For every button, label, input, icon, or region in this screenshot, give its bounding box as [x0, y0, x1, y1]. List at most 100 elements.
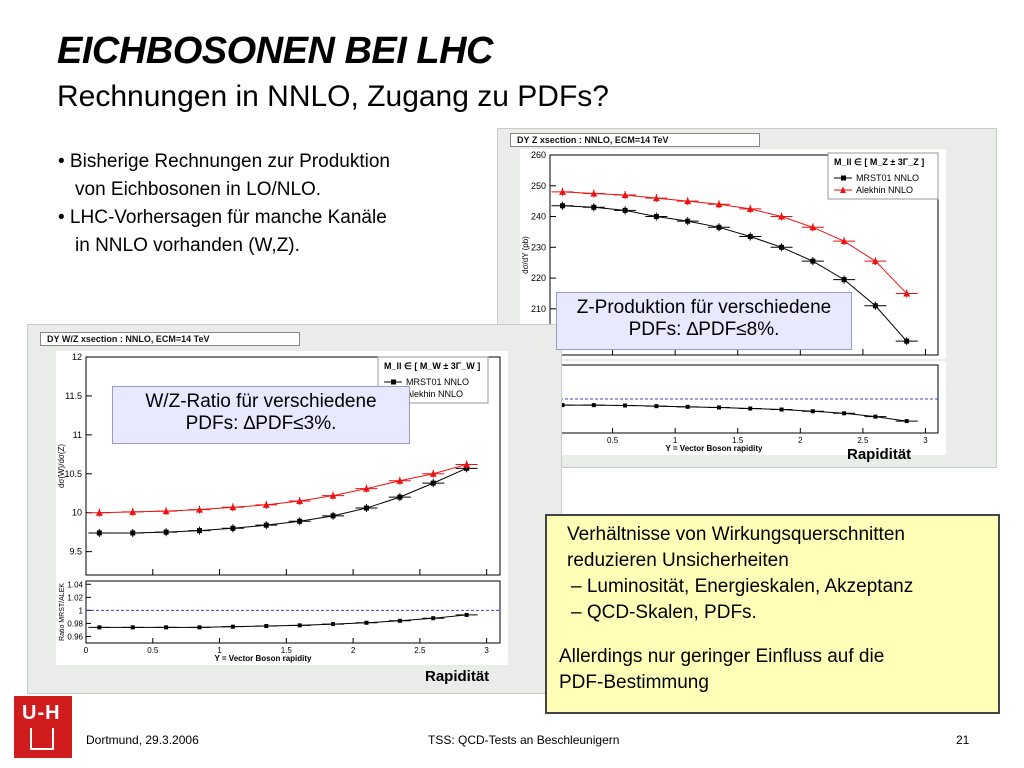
wz-callout-line1: W/Z-Ratio für verschiedene [145, 391, 377, 412]
ratio-y-tick-label: 1.02 [67, 593, 83, 602]
y-tick-label: 220 [531, 273, 546, 283]
data-point [871, 257, 879, 265]
ratio-point [716, 405, 721, 410]
ratio-axis-label: Ratio MRST/ALEK [59, 583, 66, 641]
y-tick-label: 210 [531, 304, 546, 314]
footer-date: Dortmund, 29.3.2006 [86, 733, 199, 747]
ratio-y-tick-label: 1.04 [67, 580, 83, 589]
wz-ratio-plot: DY W/Z xsection : NNLO, ECM=14 TeV 9.5 10… [27, 324, 562, 694]
data-point [716, 224, 722, 230]
data-point [330, 513, 336, 519]
ratio-point [685, 404, 690, 409]
ratio-point [779, 407, 784, 412]
ratio-point [560, 403, 565, 408]
data-point [622, 207, 628, 213]
data-point [363, 505, 369, 511]
data-point [130, 530, 136, 536]
data-point [621, 191, 629, 198]
x-tick-label: 0.5 [607, 436, 619, 445]
ratio-point [397, 618, 402, 623]
ratio-point [164, 625, 169, 630]
summary-line-1: Verhältnisse von Wirkungsquerschnitten [567, 524, 905, 545]
x-tick-label: 2 [351, 646, 356, 655]
legend-marker [841, 175, 846, 181]
data-point [685, 218, 691, 224]
bullet-list: • Bisherige Rechnungen zur Produktion vo… [58, 148, 390, 260]
data-point [96, 530, 102, 536]
x-tick-label: 0.5 [147, 646, 159, 655]
data-point [591, 204, 597, 210]
summary-line-6: PDF-Bestimmung [559, 672, 709, 693]
data-point [329, 492, 337, 499]
wz-callout: W/Z-Ratio für verschiedene PDFs: ∆PDF≤3%… [112, 386, 410, 444]
data-point [197, 528, 203, 534]
legend-marker [391, 379, 396, 385]
data-point [297, 518, 303, 524]
data-point [904, 338, 910, 344]
y-tick-label: 12 [72, 352, 82, 362]
legend-title: M_ll ∈ [ M_Z ± 3Γ_Z ] [834, 157, 924, 167]
ratio-point [748, 406, 753, 411]
ratio-point [904, 419, 909, 424]
data-point [778, 213, 786, 220]
y-axis-label: dσ/dY (pb) [521, 236, 530, 274]
summary-box: Verhältnisse von Wirkungsquerschnitten r… [545, 514, 1000, 714]
x-tick-label: 2.5 [414, 646, 426, 655]
ratio-point [873, 414, 878, 419]
ratio-point [230, 624, 235, 629]
z-callout-line1: Z-Produktion für verschiedene [576, 297, 832, 318]
data-point [230, 525, 236, 531]
legend-marker [840, 186, 846, 193]
y-axis-label: dσ(W)/dσ(Z) [57, 444, 66, 488]
bullet-2: • LHC-Vorhersagen für manche Kanäle [58, 207, 387, 228]
data-point [747, 234, 753, 240]
z-plot-header: DY Z xsection : NNLO, ECM=14 TeV [510, 133, 760, 147]
x-axis-label: Y = Vector Boson rapidity [666, 444, 764, 453]
x-tick-label: 1.5 [732, 436, 744, 445]
legend-entry: Alekhin NNLO [856, 185, 913, 195]
data-point [296, 497, 304, 505]
ratio-frame [85, 580, 501, 644]
data-point [229, 503, 237, 511]
ratio-point [97, 625, 102, 630]
legend-entry: Alekhin NNLO [406, 389, 463, 399]
ratio-y-tick-label: 0.98 [67, 619, 83, 628]
y-tick-label: 10.5 [64, 469, 82, 479]
wz-callout-line2: PDFs: ∆PDF≤3%. [185, 413, 337, 434]
data-point [903, 289, 911, 297]
data-point [196, 506, 204, 513]
slide-subtitle: Rechnungen in NNLO, Zugang zu PDFs? [57, 80, 609, 113]
ratio-pad [56, 577, 508, 665]
data-point [809, 223, 817, 231]
ratio-point [842, 411, 847, 416]
y-tick-label: 9.5 [69, 547, 82, 557]
rapiditaet-label-z: Rapidität [847, 446, 912, 463]
data-point [429, 470, 437, 477]
z-xsection-plot: DY Z xsection : NNLO, ECM=14 TeV 2002102… [497, 128, 997, 468]
data-point [841, 277, 847, 283]
ratio-y-tick-label: 1 [79, 606, 84, 615]
data-point [746, 205, 754, 212]
bullet-2-cont: in NNLO vorhanden (W,Z). [75, 235, 300, 256]
ratio-y-tick-label: 0.96 [67, 632, 83, 641]
y-tick-label: 250 [531, 181, 546, 191]
wz-plot-svg: 9.51010.51111.512dσ(W)/dσ(Z)0.960.9811.0… [56, 351, 508, 665]
data-point [263, 522, 269, 528]
series-line-0 [562, 205, 908, 342]
data-point [162, 507, 170, 515]
y-tick-label: 11.5 [65, 391, 82, 401]
ratio-point [464, 612, 469, 617]
data-point [129, 508, 137, 515]
x-tick-label: 0 [84, 646, 89, 655]
data-point [652, 194, 660, 202]
legend-entry: MRST01 NNLO [406, 377, 469, 387]
z-callout-line2: PDFs: ∆PDF≤8%. [628, 319, 780, 340]
data-point [715, 200, 723, 208]
data-point [95, 509, 103, 516]
legend-box [827, 152, 939, 200]
x-tick-label: 1 [217, 646, 222, 655]
bullet-1: • Bisherige Rechnungen zur Produktion [58, 151, 390, 172]
data-point [872, 303, 878, 309]
data-point [684, 197, 692, 205]
y-tick-label: 10 [72, 508, 82, 518]
